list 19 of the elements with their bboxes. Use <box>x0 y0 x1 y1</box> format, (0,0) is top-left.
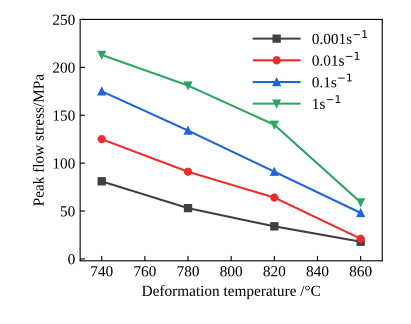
x-tick-label: 800 <box>220 266 242 276</box>
x-tick-label: 780 <box>178 266 199 276</box>
x-tick-label: 740 <box>91 266 113 276</box>
x-tick-label: 820 <box>263 266 286 276</box>
legend-label: 1s$^{−1}$ <box>313 95 340 110</box>
legend-label: 0.1s$^{−1}$ <box>312 74 352 88</box>
y-tick-label: 150 <box>54 110 75 121</box>
x-axis-title: Deformation temperature /°C <box>142 285 320 300</box>
x-tick-label: 860 <box>350 266 372 276</box>
y-tick-label: 0 <box>68 254 75 264</box>
legend-label: 0.01s$^{−1}$ <box>312 52 360 66</box>
y-axis-title: Peak flow stress/MPa <box>32 74 44 206</box>
y-tick-label: 250 <box>53 14 75 25</box>
x-tick-label: 760 <box>134 266 156 276</box>
y-tick-label: 100 <box>54 158 75 169</box>
y-tick-label: 200 <box>53 62 75 73</box>
x-tick-label: 840 <box>306 266 328 276</box>
y-tick-label: 50 <box>60 206 75 216</box>
legend-label: 0.001s$^{−1}$ <box>312 30 368 44</box>
